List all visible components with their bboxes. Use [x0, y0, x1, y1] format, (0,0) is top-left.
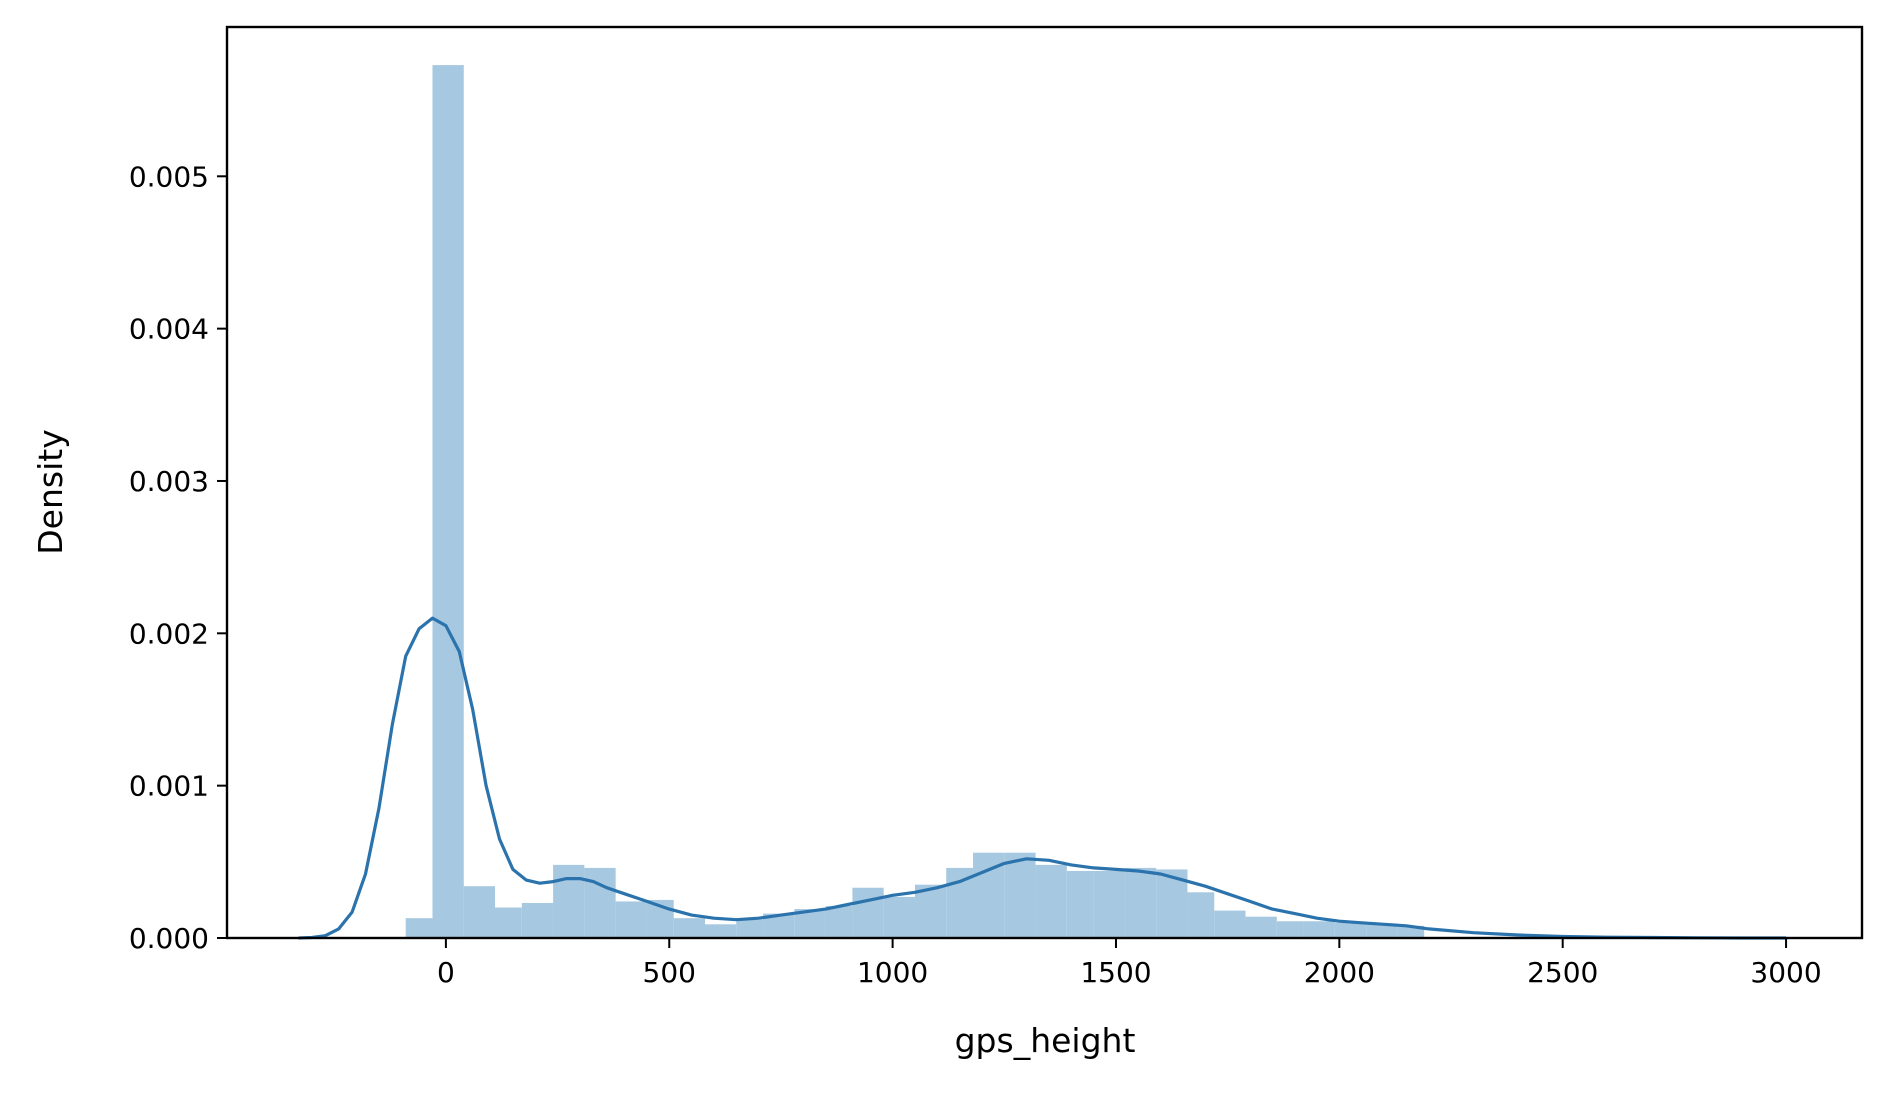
histogram-bar [615, 901, 647, 938]
histogram-bar [1066, 870, 1094, 938]
y-tick-label: 0.001 [129, 770, 209, 803]
histogram-bar [825, 906, 853, 938]
histogram-bar [736, 919, 764, 938]
histogram-bar [553, 864, 585, 938]
histogram-bar [704, 924, 737, 938]
y-tick-label: 0.005 [129, 160, 209, 193]
histogram-bar [1187, 892, 1215, 938]
histogram-bars [405, 65, 1425, 939]
histogram-bar [1214, 910, 1246, 938]
y-tick-label: 0.002 [129, 617, 209, 650]
histogram-bar [584, 867, 616, 938]
y-axis-label: Density [31, 429, 70, 554]
histogram-bar [463, 886, 496, 938]
histogram-bar [495, 907, 522, 938]
x-tick-label: 3000 [1750, 956, 1821, 989]
histogram-bar [1035, 864, 1067, 938]
histogram-bar [1004, 852, 1036, 938]
histogram-bar [673, 918, 705, 938]
histogram-bar [1093, 870, 1125, 938]
x-axis-ticks: 0 500 1000 1500 2000 2500 3000 [437, 938, 1822, 989]
x-tick-label: 0 [437, 956, 455, 989]
histogram-bar [1124, 867, 1157, 938]
x-tick-label: 2000 [1304, 956, 1375, 989]
histogram-bar [1334, 922, 1367, 938]
histogram-bar [405, 918, 433, 938]
y-tick-label: 0.003 [129, 465, 209, 498]
x-tick-label: 1000 [857, 956, 928, 989]
histogram-bar [1276, 921, 1304, 938]
histogram-bar [883, 896, 915, 938]
histogram-bar [914, 884, 947, 938]
histogram-bar [521, 902, 554, 938]
histogram-bar [1245, 916, 1277, 938]
histogram-bar [1303, 921, 1335, 938]
y-tick-label: 0.000 [129, 922, 209, 955]
x-axis-label: gps_height [955, 1021, 1136, 1060]
histogram-bar [432, 65, 464, 939]
histogram-bar [1366, 924, 1398, 938]
x-tick-label: 2500 [1527, 956, 1598, 989]
x-tick-label: 500 [643, 956, 696, 989]
y-axis-ticks: 0.000 0.001 0.002 0.003 0.004 0.005 [129, 160, 227, 955]
histogram-bar [852, 887, 884, 938]
x-tick-label: 1500 [1080, 956, 1151, 989]
plot-frame [225, 25, 1864, 940]
kde-curve [298, 616, 1787, 940]
y-tick-label: 0.004 [129, 313, 209, 346]
